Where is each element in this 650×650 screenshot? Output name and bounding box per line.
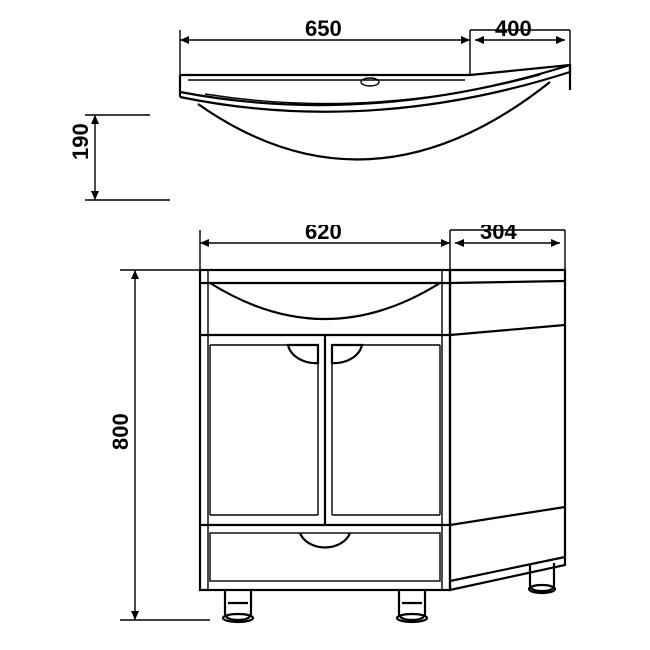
cabinet-width-label: 620: [305, 225, 342, 244]
basin-depth-label: 400: [495, 20, 532, 41]
basin-width-label: 650: [305, 20, 342, 41]
cabinet-height-label: 800: [110, 413, 133, 450]
cabinet-drawing: 620 304 800: [110, 225, 590, 640]
basin-height-label: 190: [70, 123, 93, 160]
basin-drawing: 650 400 190: [70, 20, 590, 220]
cabinet-depth-label: 304: [480, 225, 517, 244]
